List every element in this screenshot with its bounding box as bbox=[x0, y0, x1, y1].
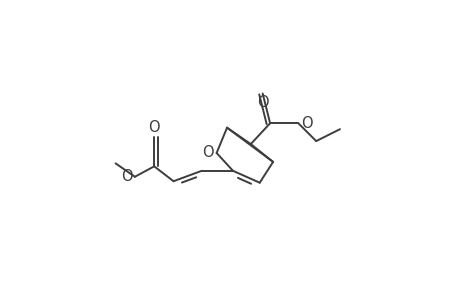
Text: O: O bbox=[202, 146, 213, 160]
Text: O: O bbox=[148, 120, 160, 135]
Text: O: O bbox=[256, 95, 268, 110]
Text: O: O bbox=[300, 116, 312, 131]
Text: O: O bbox=[121, 169, 132, 184]
